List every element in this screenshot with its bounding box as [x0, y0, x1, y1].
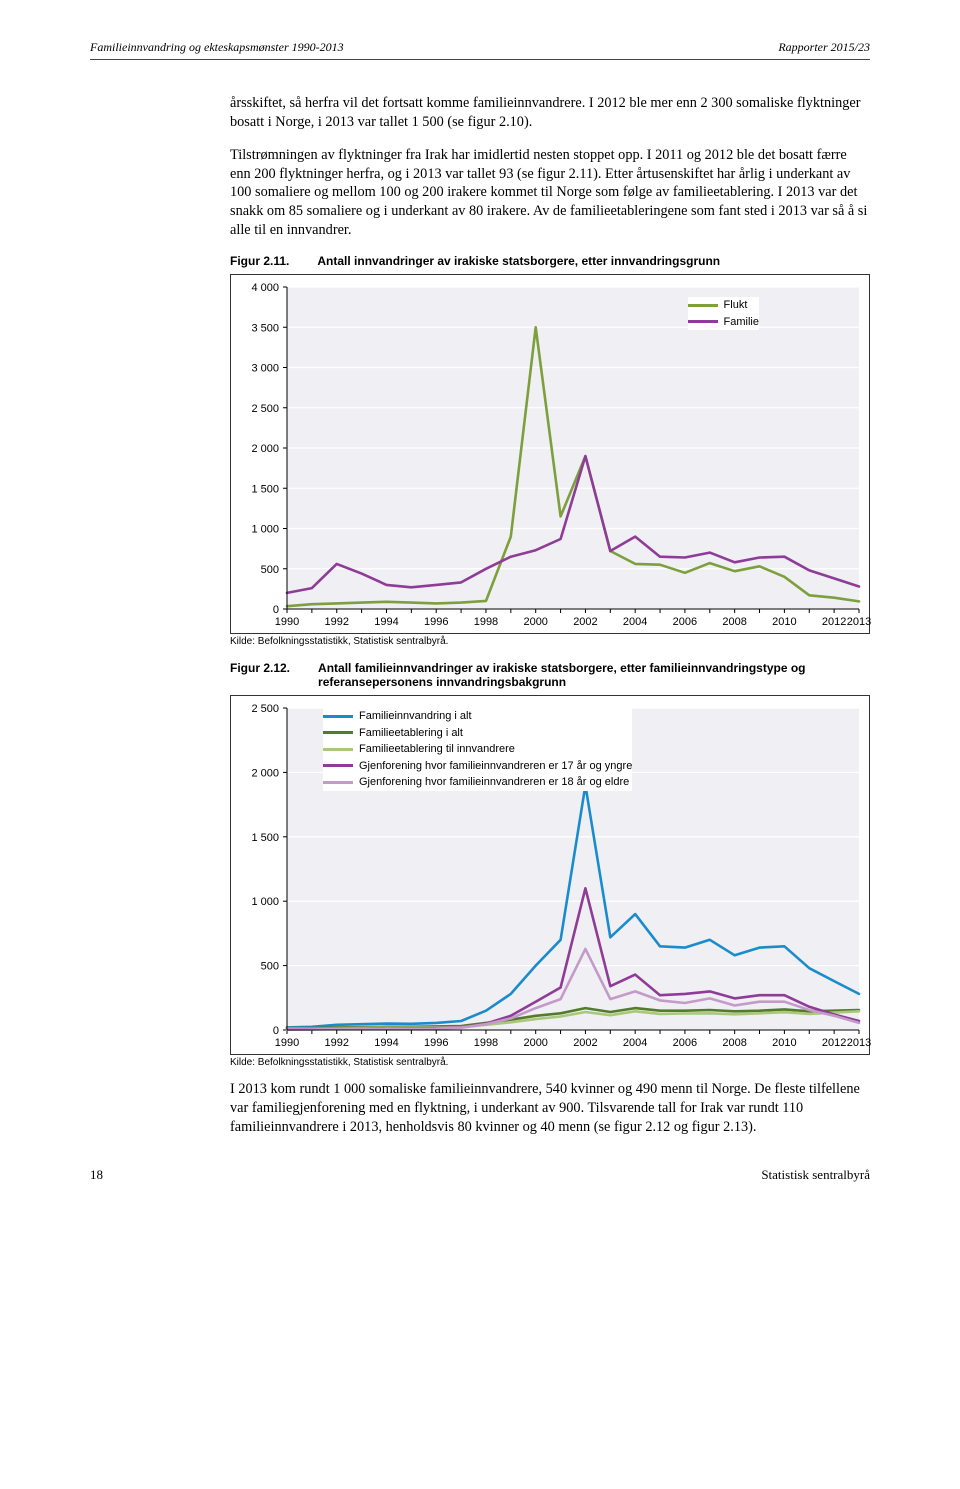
svg-text:2006: 2006	[673, 1037, 697, 1049]
svg-text:2002: 2002	[573, 616, 597, 628]
svg-text:2 000: 2 000	[251, 443, 279, 455]
svg-text:1998: 1998	[474, 616, 498, 628]
svg-text:2012: 2012	[822, 1037, 846, 1049]
svg-text:1990: 1990	[275, 616, 299, 628]
svg-text:2 500: 2 500	[251, 703, 279, 715]
chart-legend: Flukt Familie	[688, 297, 759, 330]
legend-color-swatch	[688, 320, 718, 323]
figure-212-title: Antall familieinnvandringer av irakiske …	[318, 661, 870, 689]
svg-text:1996: 1996	[424, 1037, 448, 1049]
figure-212-source: Kilde: Befolkningsstatistikk, Statistisk…	[230, 1057, 870, 1068]
footer-publisher: Statistisk sentralbyrå	[761, 1167, 870, 1183]
legend-color-swatch	[323, 764, 353, 767]
legend-label: Gjenforening hvor familieinnvandreren er…	[359, 774, 629, 791]
svg-text:1 500: 1 500	[251, 483, 279, 495]
chart-legend: Familieinnvandring i alt Familieetableri…	[323, 708, 632, 791]
svg-text:1 500: 1 500	[251, 832, 279, 844]
svg-text:1 000: 1 000	[251, 524, 279, 536]
paragraph-3: I 2013 kom rundt 1 000 somaliske familie…	[230, 1080, 870, 1137]
svg-text:1 000: 1 000	[251, 896, 279, 908]
legend-item: Familieinnvandring i alt	[323, 708, 632, 725]
legend-label: Flukt	[724, 297, 748, 314]
svg-text:2010: 2010	[772, 1037, 796, 1049]
page-header: Familieinnvandring og ekteskapsmønster 1…	[90, 40, 870, 55]
legend-item: Familie	[688, 314, 759, 331]
legend-item: Gjenforening hvor familieinnvandreren er…	[323, 774, 632, 791]
svg-text:2002: 2002	[573, 1037, 597, 1049]
header-left: Familieinnvandring og ekteskapsmønster 1…	[90, 40, 344, 55]
figure-211-chart: 0 500 1 000 1 500 2 000 2 500 3 000 3 500 4 000 1…	[230, 274, 870, 634]
svg-text:2 500: 2 500	[251, 403, 279, 415]
svg-text:1994: 1994	[374, 1037, 398, 1049]
paragraph-1: årsskiftet, så herfra vil det fortsatt k…	[230, 94, 870, 132]
figure-212-number: Figur 2.12.	[230, 661, 290, 689]
figure-211-number: Figur 2.11.	[230, 254, 289, 268]
svg-text:2012: 2012	[822, 616, 846, 628]
legend-color-swatch	[323, 731, 353, 734]
legend-item: Gjenforening hvor familieinnvandreren er…	[323, 758, 632, 775]
svg-text:2000: 2000	[523, 616, 547, 628]
svg-text:500: 500	[261, 961, 279, 973]
legend-label: Familie	[724, 314, 759, 331]
figure-211-title: Antall innvandringer av irakiske statsbo…	[317, 254, 870, 268]
svg-text:2004: 2004	[623, 616, 647, 628]
svg-text:2013: 2013	[847, 616, 871, 628]
svg-text:2006: 2006	[673, 616, 697, 628]
legend-color-swatch	[323, 715, 353, 718]
svg-text:0: 0	[273, 604, 279, 616]
legend-item: Flukt	[688, 297, 759, 314]
legend-label: Gjenforening hvor familieinnvandreren er…	[359, 758, 632, 775]
svg-text:1992: 1992	[324, 1037, 348, 1049]
legend-label: Familieinnvandring i alt	[359, 708, 472, 725]
svg-text:2008: 2008	[722, 616, 746, 628]
svg-text:2010: 2010	[772, 616, 796, 628]
svg-text:500: 500	[261, 564, 279, 576]
svg-text:2008: 2008	[722, 1037, 746, 1049]
figure-212-chart: 0 500 1 000 1 500 2 000 2 500 1990 1992 1994 1996…	[230, 695, 870, 1055]
legend-label: Familieetablering til innvandrere	[359, 741, 515, 758]
figure-211-source: Kilde: Befolkningsstatistikk, Statistisk…	[230, 636, 870, 647]
footer-page-number: 18	[90, 1167, 103, 1183]
svg-text:4 000: 4 000	[251, 282, 279, 294]
legend-item: Familieetablering til innvandrere	[323, 741, 632, 758]
svg-text:1992: 1992	[324, 616, 348, 628]
svg-text:2 000: 2 000	[251, 767, 279, 779]
svg-text:2013: 2013	[847, 1037, 871, 1049]
svg-text:3 500: 3 500	[251, 322, 279, 334]
legend-color-swatch	[688, 304, 718, 307]
svg-text:1998: 1998	[474, 1037, 498, 1049]
svg-text:1990: 1990	[275, 1037, 299, 1049]
legend-color-swatch	[323, 781, 353, 784]
figure-211-caption: Figur 2.11. Antall innvandringer av irak…	[230, 254, 870, 268]
svg-text:1996: 1996	[424, 616, 448, 628]
legend-color-swatch	[323, 748, 353, 751]
svg-text:1994: 1994	[374, 616, 398, 628]
header-rule	[90, 59, 870, 60]
svg-text:3 000: 3 000	[251, 363, 279, 375]
legend-label: Familieetablering i alt	[359, 725, 463, 742]
page-footer: 18 Statistisk sentralbyrå	[90, 1167, 870, 1183]
svg-text:0: 0	[273, 1025, 279, 1037]
svg-text:2004: 2004	[623, 1037, 647, 1049]
figure-212-caption: Figur 2.12. Antall familieinnvandringer …	[230, 661, 870, 689]
legend-item: Familieetablering i alt	[323, 725, 632, 742]
svg-text:2000: 2000	[523, 1037, 547, 1049]
paragraph-2: Tilstrømningen av flyktninger fra Irak h…	[230, 146, 870, 240]
header-right: Rapporter 2015/23	[778, 40, 870, 55]
